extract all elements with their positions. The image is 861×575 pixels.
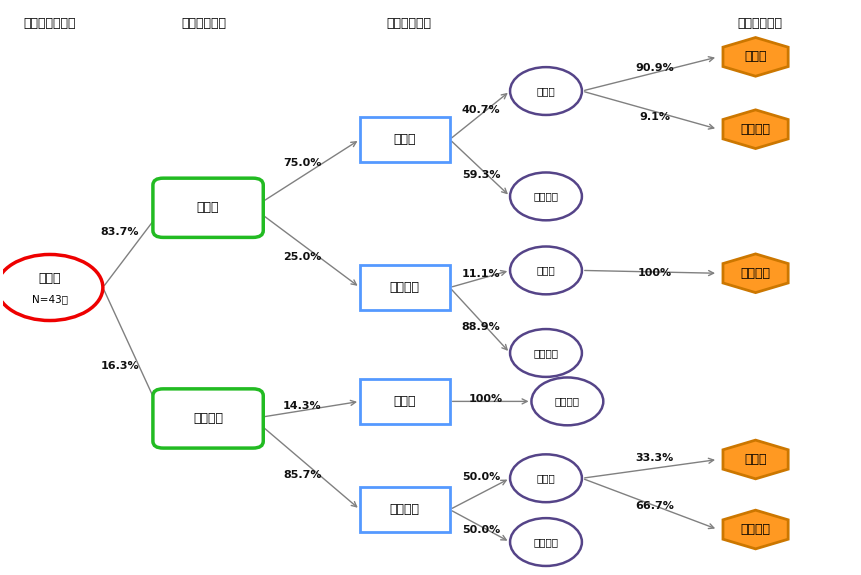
Text: 66.7%: 66.7%: [635, 501, 674, 511]
Circle shape: [510, 247, 582, 294]
Text: 고등학교소재지: 고등학교소재지: [23, 17, 76, 30]
Text: 이동사: 이동사: [536, 266, 555, 275]
Text: 비세주권: 비세주권: [740, 523, 771, 536]
Polygon shape: [723, 510, 788, 549]
FancyBboxPatch shape: [360, 264, 449, 310]
Text: 11.1%: 11.1%: [461, 270, 500, 279]
Text: 33.3%: 33.3%: [635, 453, 674, 463]
Text: 14.3%: 14.3%: [283, 401, 321, 411]
Text: 제주권: 제주권: [39, 273, 61, 285]
FancyBboxPatch shape: [360, 378, 449, 424]
Text: 제수권: 제수권: [197, 201, 220, 214]
Text: 비세주권: 비세주권: [390, 281, 420, 294]
Text: 제주권: 제주권: [393, 133, 416, 146]
Text: 이동자: 이동자: [536, 86, 555, 96]
Text: 100%: 100%: [637, 269, 672, 278]
Text: 비제주권: 비제주권: [740, 267, 771, 280]
Text: 85.7%: 85.7%: [283, 470, 321, 481]
Text: 제주권: 제주권: [393, 395, 416, 408]
Text: 50.0%: 50.0%: [461, 525, 500, 535]
Text: 9.1%: 9.1%: [639, 112, 670, 122]
Text: 첫직장소재지: 첫직장소재지: [387, 17, 431, 30]
Text: 이동자: 이동자: [536, 473, 555, 483]
Text: 현직진소재지: 현직진소재지: [737, 17, 783, 30]
Text: 25.0%: 25.0%: [283, 252, 321, 262]
Text: 50.0%: 50.0%: [461, 472, 500, 481]
Text: 16.3%: 16.3%: [101, 361, 139, 371]
Text: 비세주권: 비세주권: [740, 122, 771, 136]
Text: 제주권: 제주권: [744, 453, 767, 466]
Text: 비이뉴자: 비이뉴자: [534, 537, 559, 547]
Text: 비이동자: 비이동자: [534, 348, 559, 358]
Circle shape: [510, 172, 582, 220]
Text: N=43명: N=43명: [32, 294, 68, 304]
FancyBboxPatch shape: [153, 178, 263, 237]
Text: 59.3%: 59.3%: [461, 170, 500, 180]
FancyBboxPatch shape: [153, 389, 263, 448]
Ellipse shape: [0, 255, 102, 320]
Text: 대학교소재지: 대학교소재지: [182, 17, 226, 30]
Text: 비제주권: 비제주권: [193, 412, 223, 425]
Polygon shape: [723, 440, 788, 479]
Text: 40.7%: 40.7%: [461, 105, 500, 115]
Text: 비이뉴자: 비이뉴자: [534, 191, 559, 201]
Text: 비제주권: 비제주권: [390, 503, 420, 516]
Text: 83.7%: 83.7%: [101, 227, 139, 237]
Circle shape: [510, 329, 582, 377]
Circle shape: [510, 454, 582, 502]
FancyBboxPatch shape: [360, 117, 449, 162]
Text: 75.0%: 75.0%: [283, 158, 321, 168]
Circle shape: [510, 67, 582, 115]
Text: 100%: 100%: [469, 393, 503, 404]
Text: 90.9%: 90.9%: [635, 63, 674, 73]
Polygon shape: [723, 110, 788, 148]
Circle shape: [531, 377, 604, 425]
Text: 88.9%: 88.9%: [461, 323, 500, 332]
Circle shape: [510, 518, 582, 566]
Text: 비이동사: 비이동사: [554, 396, 579, 407]
Text: 제주권: 제주권: [744, 51, 767, 63]
FancyBboxPatch shape: [360, 487, 449, 532]
Polygon shape: [723, 254, 788, 293]
Polygon shape: [723, 37, 788, 76]
